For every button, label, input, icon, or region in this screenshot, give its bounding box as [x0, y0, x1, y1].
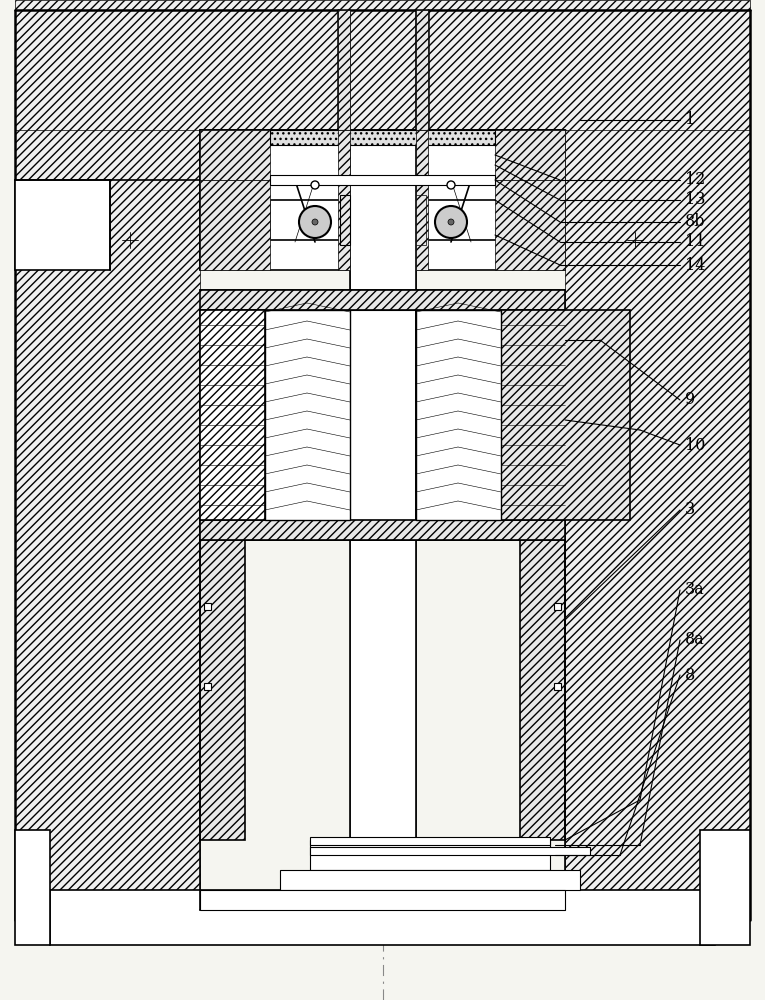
Text: 13: 13 — [685, 192, 705, 209]
Circle shape — [299, 206, 331, 238]
Text: 12: 12 — [685, 172, 705, 188]
Bar — [265, 310, 350, 520]
Bar — [338, 10, 350, 130]
Bar — [416, 310, 501, 520]
Bar — [270, 130, 495, 145]
Text: 3a: 3a — [685, 582, 705, 598]
Bar — [416, 195, 426, 245]
Circle shape — [311, 181, 319, 189]
Bar — [200, 180, 270, 270]
Bar — [200, 180, 565, 270]
Bar — [495, 130, 565, 180]
Bar — [501, 310, 630, 520]
Bar — [495, 180, 565, 270]
Bar — [554, 683, 561, 690]
Bar — [280, 870, 580, 890]
Bar — [204, 683, 211, 690]
Bar — [15, 830, 50, 945]
Text: 1: 1 — [685, 111, 695, 128]
Bar — [200, 890, 565, 910]
Bar — [15, 120, 200, 920]
Bar — [50, 890, 715, 945]
Circle shape — [435, 206, 467, 238]
Bar — [200, 520, 565, 540]
Text: 3: 3 — [685, 502, 695, 518]
Bar — [520, 380, 565, 840]
Bar — [270, 175, 495, 185]
Bar — [416, 130, 428, 270]
Circle shape — [312, 219, 318, 225]
Text: 14: 14 — [685, 256, 705, 273]
Bar — [554, 603, 561, 610]
Text: 10: 10 — [685, 436, 705, 454]
Text: 8b: 8b — [685, 214, 705, 231]
Bar — [200, 290, 565, 310]
Bar — [204, 603, 211, 610]
Bar — [200, 380, 245, 840]
Bar — [338, 130, 350, 270]
Text: 11: 11 — [685, 233, 705, 250]
Bar — [200, 310, 265, 520]
Bar — [310, 837, 550, 845]
Circle shape — [447, 181, 455, 189]
Bar — [350, 130, 416, 890]
Text: 8: 8 — [685, 666, 695, 684]
Bar — [416, 10, 428, 130]
Bar — [15, 180, 110, 270]
Bar — [200, 130, 565, 180]
Circle shape — [448, 219, 454, 225]
Text: 9: 9 — [685, 391, 695, 408]
Bar — [15, 0, 750, 130]
Bar — [310, 847, 590, 855]
Bar — [700, 830, 750, 945]
Bar — [340, 195, 350, 245]
Bar — [565, 120, 750, 920]
Text: 8a: 8a — [685, 632, 705, 648]
Bar — [310, 840, 550, 870]
Bar — [200, 130, 270, 180]
